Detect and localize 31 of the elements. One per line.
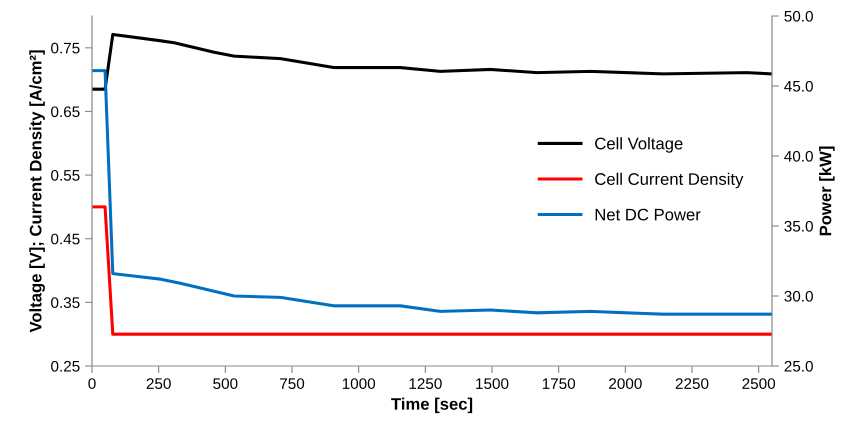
y-tick-label: 0.25 (51, 360, 80, 372)
y-tick-label: 0.45 (51, 234, 80, 244)
y2-tick-label: 45.0 (784, 80, 813, 92)
y-tick-label: 0.65 (51, 106, 80, 118)
x-tick-label: 1750 (542, 378, 576, 390)
y-tick-label: 0.55 (51, 170, 80, 181)
x-tick-label: 1000 (342, 378, 376, 390)
line-series (92, 32, 772, 91)
y2-tick-label: 50.0 (784, 10, 813, 22)
y-tick-label: 0.35 (51, 297, 80, 308)
x-tick-label: 1500 (476, 378, 508, 390)
y-tick-label: 0.75 (51, 42, 80, 54)
x-tick-label: 2250 (676, 378, 708, 390)
x-tick-label: 1250 (410, 378, 442, 390)
x-tick-label: 2500 (742, 378, 776, 390)
y2-tick-label: 40.0 (784, 150, 813, 162)
y2-tick-label: 25.0 (784, 360, 813, 372)
legend-label: Cell Voltage (595, 137, 682, 153)
y-axis-title: Voltage [V]; Current Density [A/cm²] (29, 50, 45, 332)
x-tick-label: 0 (88, 378, 96, 390)
y2-axis-title: Power [kW] (819, 146, 835, 236)
y2-tick-label: 35.0 (784, 220, 813, 232)
x-tick-label: 750 (280, 378, 304, 390)
legend-label: Cell Current Density (595, 172, 744, 188)
y2-tick-label: 30.0 (784, 290, 813, 302)
x-axis-title: Time [sec] (391, 398, 472, 414)
x-tick-label: 500 (213, 378, 238, 390)
x-tick-label: 250 (146, 378, 171, 390)
line-series (92, 69, 772, 316)
legend-label: Net DC Power (596, 208, 701, 221)
x-tick-label: 2000 (609, 378, 642, 390)
